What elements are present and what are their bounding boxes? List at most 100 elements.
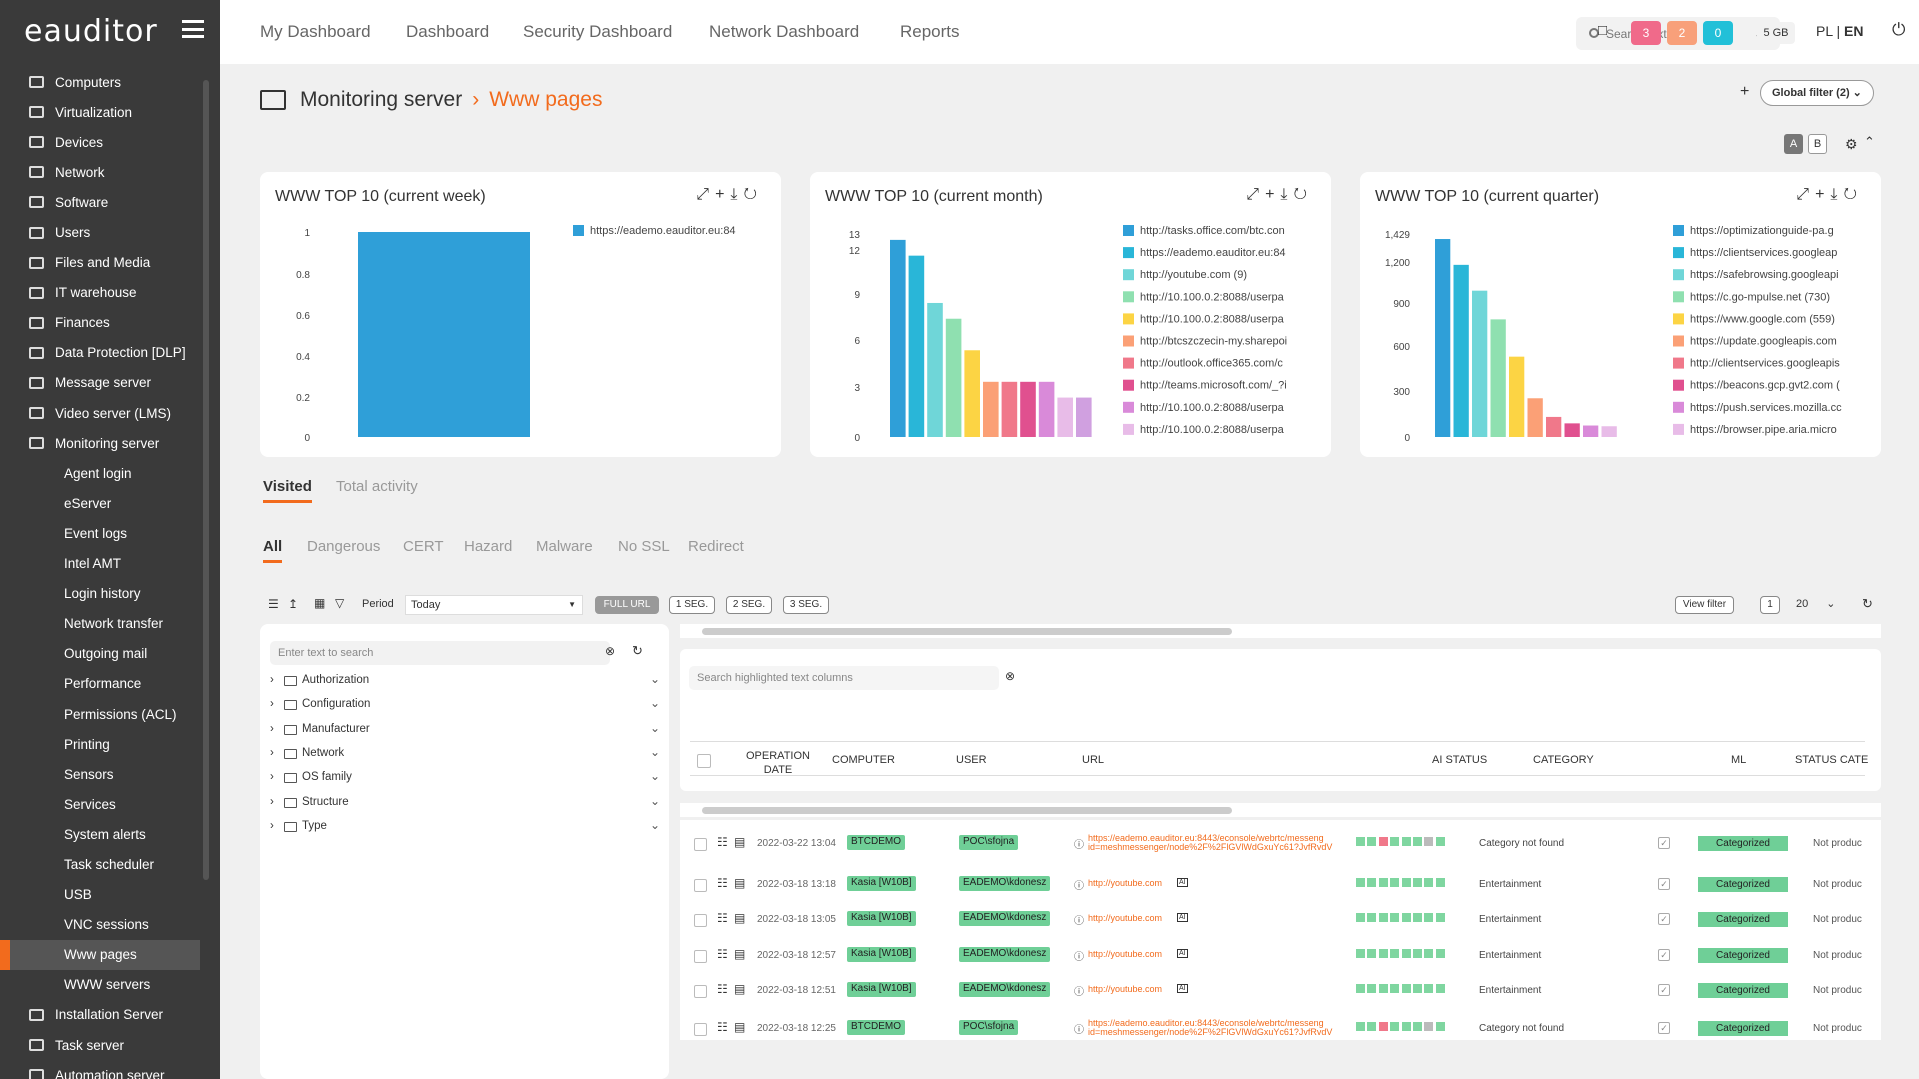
chevron-right-icon[interactable]: › [270,746,274,759]
sidebar-item-files-and-media[interactable]: Files and Media [0,248,200,278]
sidebar-item-www-servers[interactable]: WWW servers [0,970,200,1000]
col-category[interactable]: CATEGORY [1533,754,1594,766]
tree-node[interactable]: › Authorization ⌄ [270,672,660,694]
nav-network-dashboard[interactable]: Network Dashboard [709,22,860,41]
chevron-right-icon[interactable]: › [270,771,274,784]
table-row[interactable]: ☷ ▤ 2022-03-18 13:05 Kasia [W10B] EADEMO\kdo… [680,904,1881,934]
grid-icon[interactable]: ☷ [717,911,728,925]
chevron-right-icon[interactable]: › [270,795,274,808]
page-size-select[interactable]: 20 ⌄ [1796,597,1835,610]
scroll-thumb[interactable] [702,628,1232,635]
expand-icon[interactable]: ⤢ [1246,186,1266,203]
sidebar-item-monitoring-server[interactable]: Monitoring server [0,428,200,458]
col-url[interactable]: URL [1082,754,1105,766]
gear-icon[interactable]: ⚙ [1845,136,1858,152]
row-user[interactable]: POC\sfojna [959,1020,1019,1035]
grid-icon[interactable]: ☷ [717,947,728,961]
lang-pl[interactable]: PL [1816,23,1833,39]
chevron-down-icon[interactable]: ⌄ [649,744,660,759]
ai-icon[interactable]: AI [1177,984,1188,993]
row-computer[interactable]: Kasia [W10B] [847,876,916,891]
details-icon[interactable]: ▤ [734,947,746,961]
chevron-down-icon[interactable]: ⌄ [649,793,660,808]
1-seg-button[interactable]: 1 SEG. [669,596,715,614]
row-user[interactable]: EADEMO\kdonesz [959,911,1051,926]
sidebar-item-computers[interactable]: Computers [0,67,200,97]
tab-no-ssl[interactable]: No SSL [618,538,670,555]
row-url-line[interactable]: https://eademo.eauditor.eu:8443/econsole… [1088,1019,1324,1028]
tree-node[interactable]: › Network ⌄ [270,744,660,767]
row-url-line[interactable]: http://youtube.com [1088,879,1163,888]
row-checkbox[interactable] [694,1023,707,1036]
info-icon[interactable]: ⓘ [1074,916,1084,927]
tree-node[interactable]: › OS family ⌄ [270,769,660,791]
table-row[interactable]: ☷ ▤ 2022-03-22 13:04 BTCDEMO POC\sfojna ⓘ http… [680,828,1881,858]
page-number[interactable]: 1 [1760,596,1780,614]
sidebar-item-data-protection-dlp-[interactable]: Data Protection [DLP] [0,338,200,368]
nav-security-dashboard[interactable]: Security Dashboard [523,22,673,41]
sidebar-item-usb[interactable]: USB [0,880,200,910]
2-seg-button[interactable]: 2 SEG. [726,596,772,614]
nav-dashboard[interactable]: Dashboard [406,22,490,41]
grid-icon[interactable]: ☷ [717,982,728,996]
row-computer[interactable]: BTCDEMO [847,835,905,850]
power-icon[interactable]: ⏻ [1892,20,1906,39]
sidebar-item-virtualization[interactable]: Virtualization [0,97,200,127]
sidebar-item-it-warehouse[interactable]: IT warehouse [0,278,200,308]
tree-view-icon[interactable]: ☰ [268,597,279,611]
tree-refresh-icon[interactable]: ↻ [632,643,643,658]
row-url[interactable]: http://youtube.com [1088,985,1350,994]
table-row[interactable]: ☷ ▤ 2022-03-18 12:51 Kasia [W10B] EADEMO\kdo… [680,975,1881,1005]
row-url[interactable]: http://youtube.com [1088,914,1350,923]
add-filter-icon[interactable]: + [1740,83,1750,100]
chevron-right-icon[interactable]: › [270,819,274,832]
sidebar-item-network-transfer[interactable]: Network transfer [0,609,200,639]
chevron-down-icon[interactable]: ⌄ [649,769,660,784]
ml-checkbox[interactable]: ✓ [1658,878,1670,890]
row-url[interactable]: http://youtube.com [1088,950,1350,959]
info-icon[interactable]: ⓘ [1074,952,1084,963]
scroll-thumb[interactable] [702,807,1232,814]
select-all-checkbox[interactable] [697,754,711,768]
view-b-button[interactable]: B [1808,134,1827,154]
sidebar-item-network[interactable]: Network [0,157,200,187]
row-checkbox[interactable] [694,950,707,963]
view-a-button[interactable]: A [1784,134,1803,154]
clear-search-icon[interactable]: ⊗ [605,644,616,658]
alert-badge-orange[interactable]: 2 [1667,21,1697,45]
chevron-down-icon[interactable]: ⌄ [649,672,660,686]
details-icon[interactable]: ▤ [734,835,746,849]
sidebar-item-software[interactable]: Software [0,187,200,217]
expand-icon[interactable]: ⤢ [1796,186,1816,203]
sidebar-item-eserver[interactable]: eServer [0,488,200,518]
ml-checkbox[interactable]: ✓ [1658,949,1670,961]
info-icon[interactable]: ⓘ [1074,881,1084,892]
row-user[interactable]: EADEMO\kdonesz [959,876,1051,891]
chart-tools-week[interactable]: ⤢+⤓↻ [696,186,763,204]
sidebar-item-video-server-lms-[interactable]: Video server (LMS) [0,398,200,428]
add-icon[interactable]: + [1265,186,1281,203]
grid-icon[interactable]: ☷ [717,1020,728,1034]
chart-tools-quarter[interactable]: ⤢+⤓↻ [1796,186,1863,204]
sidebar-item-services[interactable]: Services [0,789,200,819]
sidebar-item-users[interactable]: Users [0,217,200,247]
download-icon[interactable]: ⤓ [1830,186,1844,203]
row-url-line[interactable]: https://eademo.eauditor.eu:8443/econsole… [1088,834,1324,843]
alert-badge-red[interactable]: 3 [1631,21,1661,45]
row-url[interactable]: https://eademo.eauditor.eu:8443/econsole… [1088,834,1350,852]
details-icon[interactable]: ▤ [734,1020,746,1034]
sidebar-item-www-pages[interactable]: Www pages [0,939,200,970]
row-url-line2[interactable]: id=meshmessenger/node%2F%2FlGVlWdGxuYc61… [1088,842,1333,852]
lang-switch[interactable]: PL | EN [1816,23,1864,39]
row-url[interactable]: https://eademo.eauditor.eu:8443/econsole… [1088,1019,1350,1037]
col-status-category[interactable]: STATUS CATE [1795,754,1869,766]
tab-total-activity[interactable]: Total activity [336,478,418,495]
ai-icon[interactable]: AI [1177,878,1188,887]
global-filter-button[interactable]: Global filter (2) ⌄ [1760,80,1874,106]
clear-search-icon[interactable]: ⊗ [1005,669,1016,683]
sidebar-item-outgoing-mail[interactable]: Outgoing mail [0,639,200,669]
row-url-line[interactable]: http://youtube.com [1088,985,1163,994]
sidebar-item-permissions-acl-[interactable]: Permissions (ACL) [0,699,200,729]
tab-all[interactable]: All [263,538,283,563]
header-scrollbar[interactable] [680,624,1881,638]
